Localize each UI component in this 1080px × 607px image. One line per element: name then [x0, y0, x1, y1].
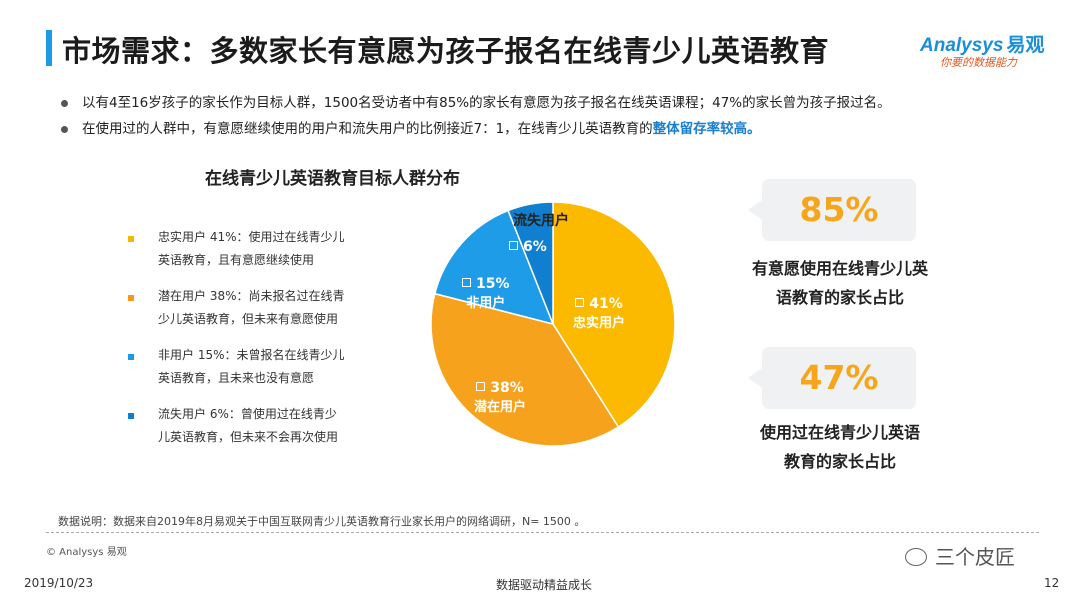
page-title: 市场需求：多数家长有意愿为孩子报名在线青少儿英语教育 — [62, 34, 830, 68]
slice-label-loyal: 41% 忠实用户 — [573, 296, 625, 331]
bullet-dot-icon — [61, 100, 68, 107]
slice-name: 潜在用户 — [474, 400, 527, 415]
callout-caption-line: 教育的家长占比 — [783, 452, 896, 471]
footer-divider — [46, 532, 1039, 533]
copyright: © Analysys 易观 — [46, 547, 127, 558]
bullet-text: 以有4至16岁孩子的家长作为目标人群，1500名受访者中有85%的家长有意愿为孩… — [82, 95, 891, 111]
callout-value: 47% — [799, 358, 879, 397]
callout-caption-line: 语教育的家长占比 — [775, 288, 904, 307]
logo-cn: 易观 — [1006, 35, 1045, 56]
analysys-logo: Analysys 易观 你要的数据能力 — [920, 30, 1060, 72]
bullet-text: 在使用过的人群中，有意愿继续使用的用户和流失用户的比例接近7：1，在线青少儿英语… — [82, 121, 653, 137]
callout-caption: 使用过在线青少儿英语 教育的家长占比 — [720, 418, 960, 476]
logo-text: nalysys — [933, 35, 1004, 56]
slice-name: 忠实用户 — [573, 316, 626, 331]
legend-line: 非用户 15%：未曾报名在线青少儿 — [158, 348, 345, 362]
legend-swatch — [128, 413, 134, 419]
legend-line: 忠实用户 41%：使用过在线青少儿 — [158, 230, 345, 244]
logo-letter: A — [920, 35, 934, 56]
callout-85: 85% — [748, 179, 916, 241]
wechat-icon — [905, 548, 927, 566]
legend-item: 潜在用户 38%：尚未报名过在线青 少儿英语教育，但未来有意愿使用 — [126, 285, 386, 331]
pie-chart — [430, 201, 676, 447]
callout-caption: 有意愿使用在线青少儿英 语教育的家长占比 — [720, 254, 960, 312]
slice-value: 6% — [509, 239, 547, 255]
legend-line: 流失用户 6%：曾使用过在线青少 — [158, 407, 337, 421]
slice-value: 38% — [474, 380, 526, 396]
bullet-item: 以有4至16岁孩子的家长作为目标人群，1500名受访者中有85%的家长有意愿为孩… — [58, 90, 1058, 116]
slice-label-churned: 6% — [509, 239, 547, 255]
slice-outside-label-churned: 流失用户 — [513, 213, 569, 229]
logo-tagline: 你要的数据能力 — [940, 56, 1017, 69]
page-number: 12 — [1044, 576, 1060, 590]
legend-line: 潜在用户 38%：尚未报名过在线青 — [158, 289, 345, 303]
pie-slice-churned — [507, 201, 554, 325]
legend-line: 少儿英语教育，但未来有意愿使用 — [158, 312, 339, 326]
watermark-text: 三个皮匠 — [935, 545, 1015, 569]
legend-item: 忠实用户 41%：使用过在线青少儿 英语教育，且有意愿继续使用 — [126, 226, 386, 272]
data-footnote: 数据说明：数据来自2019年8月易观关于中国互联网青少儿英语教育行业家长用户的网… — [58, 515, 586, 528]
callout-47: 47% — [748, 347, 916, 409]
legend-line: 儿英语教育，但未来不会再次使用 — [158, 430, 339, 444]
bullet-dot-icon — [61, 126, 68, 133]
footer-slogan: 数据驱动精益成长 — [496, 578, 593, 592]
bullet-highlight: 整体留存率较高。 — [652, 121, 761, 137]
slice-value: 15% — [462, 276, 510, 292]
chart-title: 在线青少儿英语教育目标人群分布 — [205, 169, 460, 189]
legend-item: 非用户 15%：未曾报名在线青少儿 英语教育，且未来也没有意愿 — [126, 344, 386, 390]
legend-line: 英语教育，且有意愿继续使用 — [158, 253, 315, 267]
wechat-watermark: 三个皮匠 — [905, 541, 1015, 570]
callout-value: 85% — [799, 190, 879, 229]
bullet-item: 在使用过的人群中，有意愿继续使用的用户和流失用户的比例接近7：1，在线青少儿英语… — [58, 116, 1058, 142]
callout-caption-line: 使用过在线青少儿英语 — [759, 423, 920, 442]
pie-slice-potential — [430, 292, 620, 447]
footer-date: 2019/10/23 — [24, 576, 94, 590]
slice-name: 非用户 — [466, 296, 506, 311]
legend-swatch — [128, 236, 134, 242]
legend-item: 流失用户 6%：曾使用过在线青少 儿英语教育，但未来不会再次使用 — [126, 403, 386, 449]
legend-line: 英语教育，且未来也没有意愿 — [158, 371, 315, 385]
callout-caption-line: 有意愿使用在线青少儿英 — [751, 259, 928, 278]
title-accent-bar — [46, 30, 52, 66]
pie-slice-non-user — [433, 209, 555, 326]
slice-label-potential: 38% 潜在用户 — [474, 380, 526, 415]
chart-legend: 忠实用户 41%：使用过在线青少儿 英语教育，且有意愿继续使用 潜在用户 38%… — [126, 226, 386, 462]
legend-swatch — [128, 354, 134, 360]
slice-value: 41% — [573, 296, 625, 312]
slice-label-non-user: 15% 非用户 — [462, 276, 510, 311]
bullet-list: 以有4至16岁孩子的家长作为目标人群，1500名受访者中有85%的家长有意愿为孩… — [58, 90, 1058, 142]
legend-swatch — [128, 295, 134, 301]
